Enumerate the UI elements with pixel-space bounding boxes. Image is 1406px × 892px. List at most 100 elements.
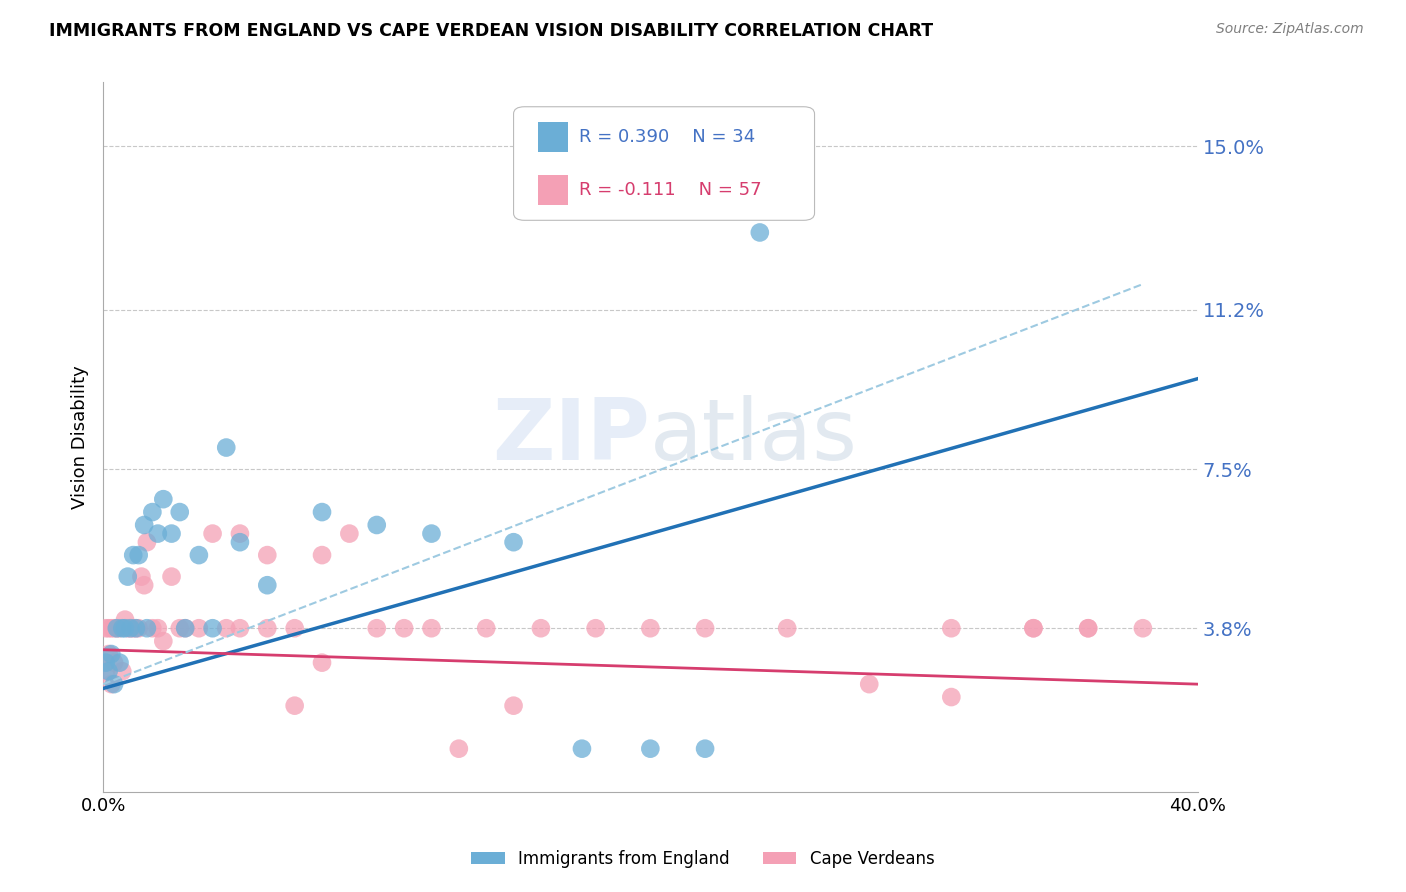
Point [103,621,125,635]
Point [94,621,117,635]
Point [135,535,157,549]
Point [105,621,128,635]
Point [475,621,498,635]
Point [530,621,553,635]
Point [152,634,174,648]
Point [152,492,174,507]
Point [122,621,145,635]
Point [169,621,191,635]
Point [134,578,156,592]
Point [229,621,252,635]
Point [160,569,183,583]
Point [776,621,799,635]
Point [108,656,131,670]
Point [311,656,333,670]
Point [284,698,307,713]
Point [420,621,443,635]
Point [366,518,388,533]
Point [97,665,120,679]
Point [141,505,163,519]
Point [585,621,607,635]
Point [1022,621,1045,635]
Point [858,677,880,691]
Point [105,621,128,635]
Point [169,505,191,519]
Point [229,535,252,549]
Text: R = -0.111    N = 57: R = -0.111 N = 57 [579,181,762,199]
Point [502,698,524,713]
Point [108,621,131,635]
Legend: Immigrants from England, Cape Verdeans: Immigrants from England, Cape Verdeans [465,844,941,875]
Point [215,441,238,455]
Point [1077,621,1099,635]
Point [134,518,156,533]
Text: Source: ZipAtlas.com: Source: ZipAtlas.com [1216,22,1364,37]
Point [640,621,662,635]
Point [97,647,120,661]
Point [97,621,120,635]
Point [447,741,470,756]
Point [215,621,238,635]
Point [160,526,183,541]
Point [693,741,716,756]
Text: R = 0.390    N = 34: R = 0.390 N = 34 [579,128,755,146]
Point [128,548,150,562]
Point [146,526,169,541]
Point [141,621,163,635]
Text: IMMIGRANTS FROM ENGLAND VS CAPE VERDEAN VISION DISABILITY CORRELATION CHART: IMMIGRANTS FROM ENGLAND VS CAPE VERDEAN … [49,22,934,40]
Point [201,526,224,541]
Point [120,621,142,635]
FancyBboxPatch shape [537,175,568,204]
Point [1077,621,1099,635]
Point [693,621,716,635]
Point [125,621,148,635]
Point [117,621,139,635]
Y-axis label: Vision Disability: Vision Disability [72,365,89,508]
Point [201,621,224,635]
Point [94,656,117,670]
Point [111,665,134,679]
Point [174,621,197,635]
Point [366,621,388,635]
Point [748,226,770,240]
FancyBboxPatch shape [537,122,568,153]
Point [131,569,153,583]
Point [128,621,150,635]
Point [120,621,142,635]
Text: ZIP: ZIP [492,395,651,478]
Point [256,548,278,562]
Point [420,526,443,541]
Point [941,690,963,704]
Point [114,613,136,627]
Point [122,548,145,562]
Point [94,665,117,679]
Point [135,621,157,635]
Point [100,647,122,661]
Point [256,621,278,635]
Point [125,621,148,635]
Point [311,505,333,519]
Point [311,548,333,562]
Point [640,741,662,756]
FancyBboxPatch shape [513,107,814,220]
Point [392,621,415,635]
Point [571,741,593,756]
Point [100,677,122,691]
Point [187,621,209,635]
Point [117,569,139,583]
Point [502,535,524,549]
Point [337,526,360,541]
Point [103,656,125,670]
Point [146,621,169,635]
Point [256,578,278,592]
Point [941,621,963,635]
Point [114,621,136,635]
Point [1022,621,1045,635]
Point [100,621,122,635]
Point [284,621,307,635]
Point [229,526,252,541]
Point [187,548,209,562]
Point [174,621,197,635]
Point [103,677,125,691]
Text: atlas: atlas [651,395,859,478]
